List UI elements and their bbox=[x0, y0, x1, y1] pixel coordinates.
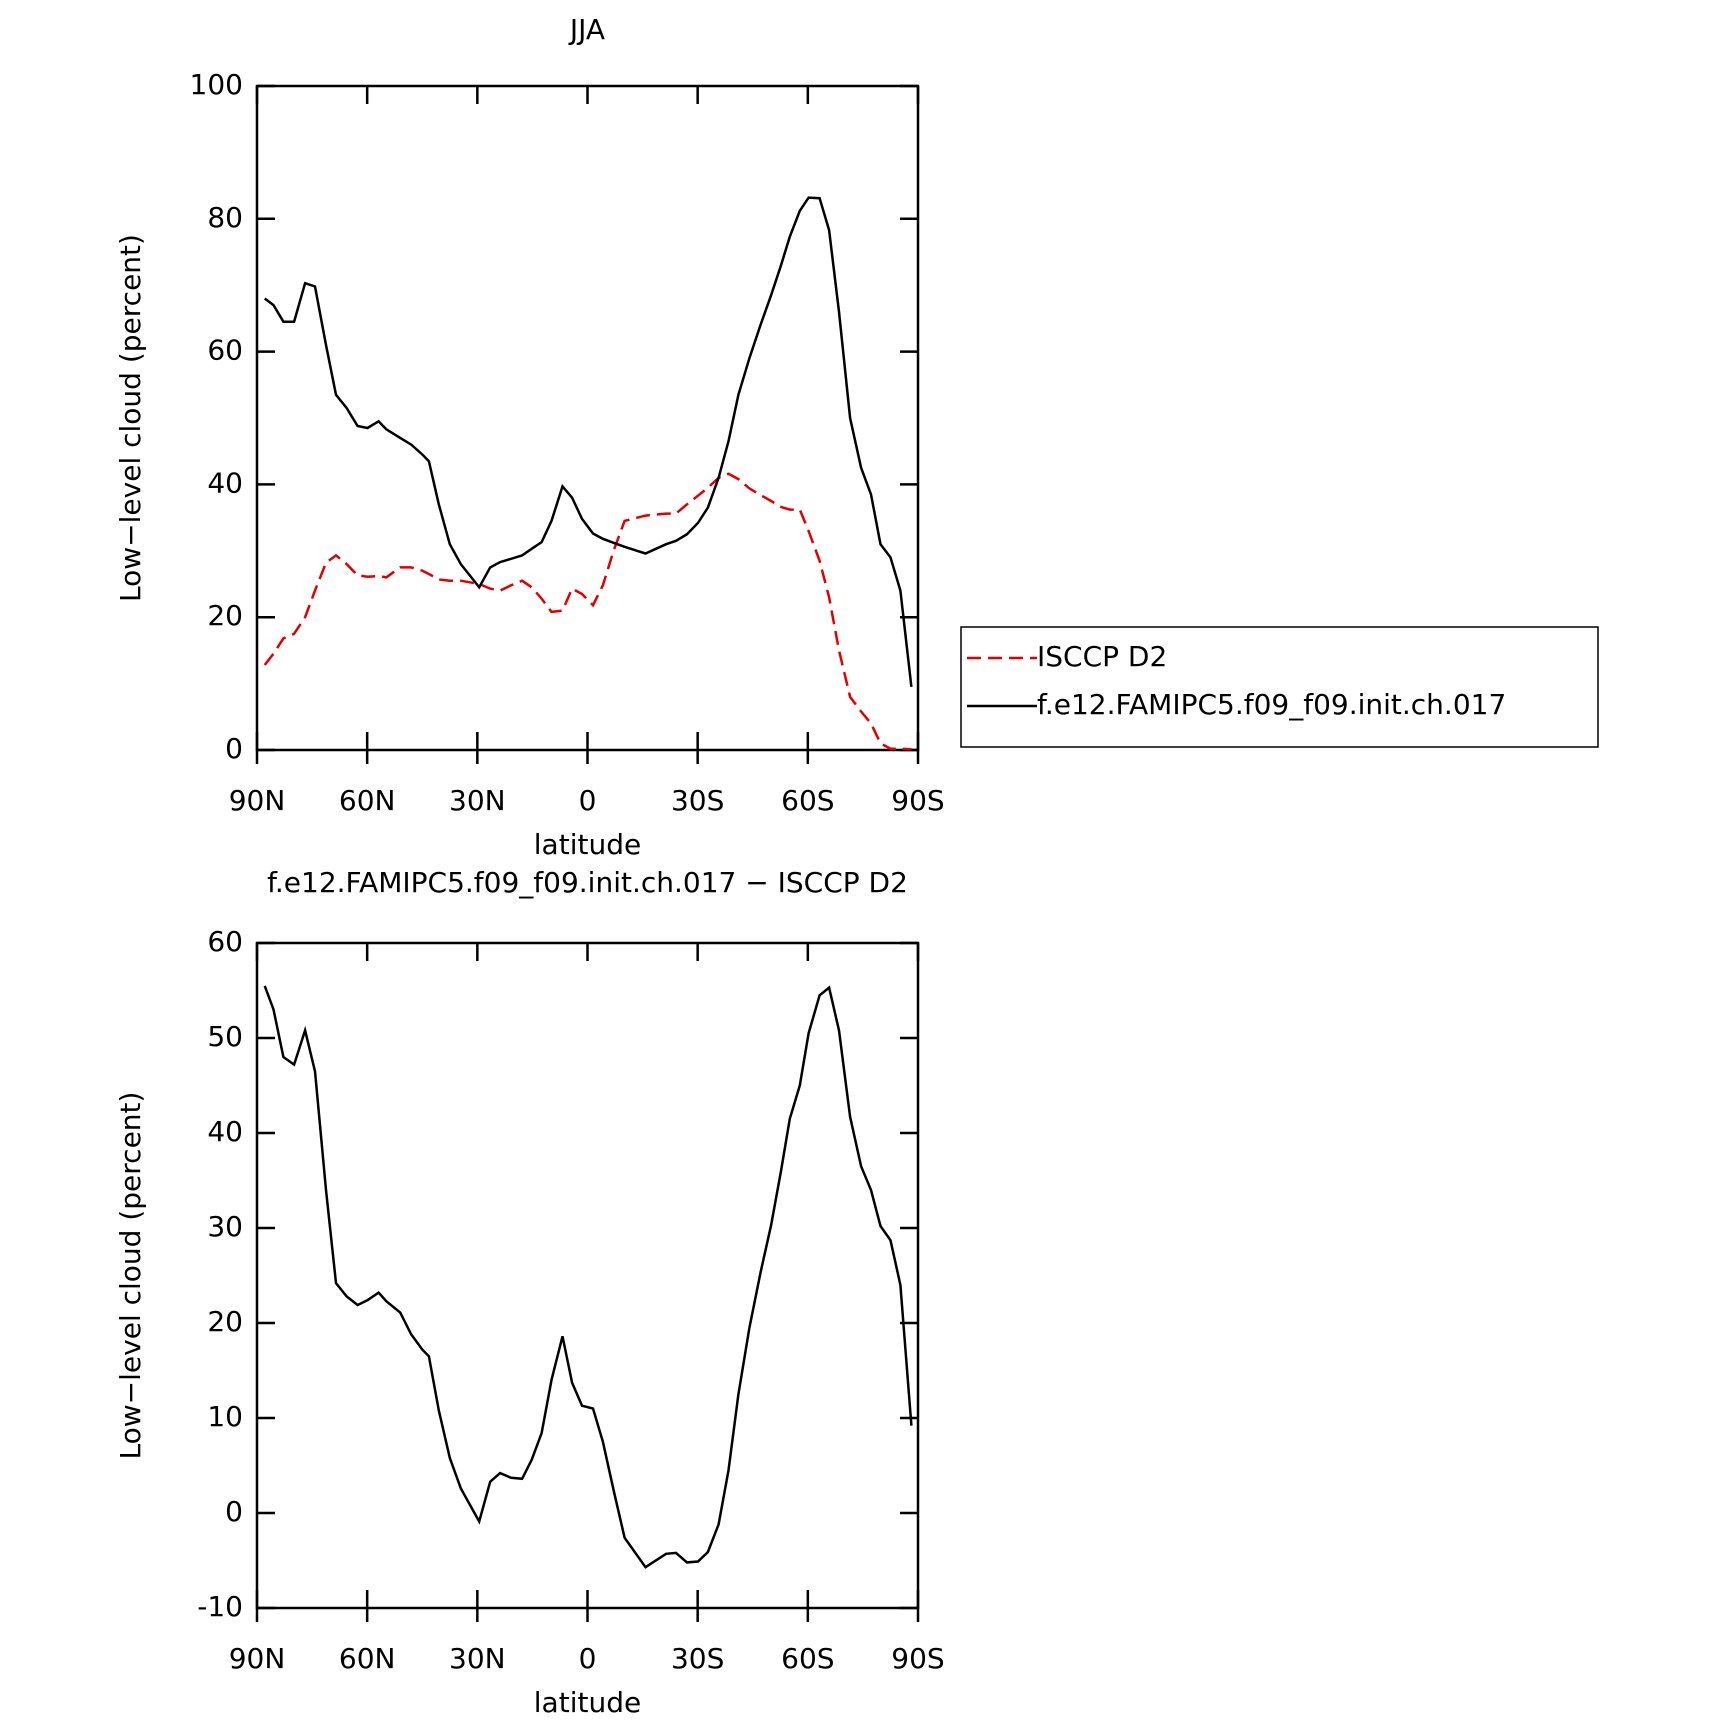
y-tick-label: 20 bbox=[207, 1305, 243, 1338]
chart-title: f.e12.FAMIPC5.f09_f09.init.ch.017 − ISCC… bbox=[267, 866, 908, 899]
y-tick-label: 30 bbox=[207, 1210, 243, 1243]
y-tick-label: 50 bbox=[207, 1020, 243, 1053]
y-tick-label: 0 bbox=[225, 1495, 243, 1528]
y-tick-label: 40 bbox=[207, 1115, 243, 1148]
legend-label: ISCCP D2 bbox=[1037, 640, 1167, 673]
x-tick-label: 90N bbox=[229, 784, 286, 817]
x-tick-label: 60S bbox=[781, 784, 834, 817]
plot-frame bbox=[255, 941, 920, 1610]
x-tick-label: 0 bbox=[579, 784, 597, 817]
x-axis-label: latitude bbox=[534, 828, 641, 861]
data-line bbox=[263, 985, 913, 1569]
chart-title: JJA bbox=[568, 13, 605, 46]
y-tick-label: 10 bbox=[207, 1400, 243, 1433]
y-tick-label: 80 bbox=[207, 201, 243, 234]
data-line bbox=[263, 196, 913, 688]
x-tick-label: 0 bbox=[579, 1642, 597, 1675]
y-axis-label: Low−level cloud (percent) bbox=[114, 1092, 147, 1460]
x-tick-label: 30N bbox=[449, 784, 506, 817]
x-tick-label: 90S bbox=[891, 1642, 944, 1675]
legend: ISCCP D2 f.e12.FAMIPC5.f09_f09.init.ch.01… bbox=[960, 626, 1599, 748]
y-tick-label: 100 bbox=[190, 68, 243, 101]
y-tick-label: 40 bbox=[207, 466, 243, 499]
legend-box bbox=[960, 626, 1599, 748]
y-tick-label: 20 bbox=[207, 599, 243, 632]
legend-label: f.e12.FAMIPC5.f09_f09.init.ch.017 bbox=[1037, 688, 1506, 721]
y-tick-label: 0 bbox=[225, 732, 243, 765]
x-tick-label: 30N bbox=[449, 1642, 506, 1675]
x-tick-label: 30S bbox=[671, 784, 724, 817]
x-tick-label: 90S bbox=[891, 784, 944, 817]
x-tick-label: 60N bbox=[339, 1642, 396, 1675]
y-tick-label: 60 bbox=[207, 334, 243, 367]
plot-frame bbox=[255, 84, 920, 752]
y-axis-label: Low−level cloud (percent) bbox=[114, 234, 147, 602]
x-tick-label: 60N bbox=[339, 784, 396, 817]
x-axis-label: latitude bbox=[534, 1686, 641, 1719]
y-tick-label: -10 bbox=[197, 1590, 243, 1623]
x-tick-label: 30S bbox=[671, 1642, 724, 1675]
x-tick-label: 90N bbox=[229, 1642, 286, 1675]
data-line bbox=[263, 472, 912, 751]
y-tick-label: 60 bbox=[207, 925, 243, 958]
x-tick-label: 60S bbox=[781, 1642, 834, 1675]
